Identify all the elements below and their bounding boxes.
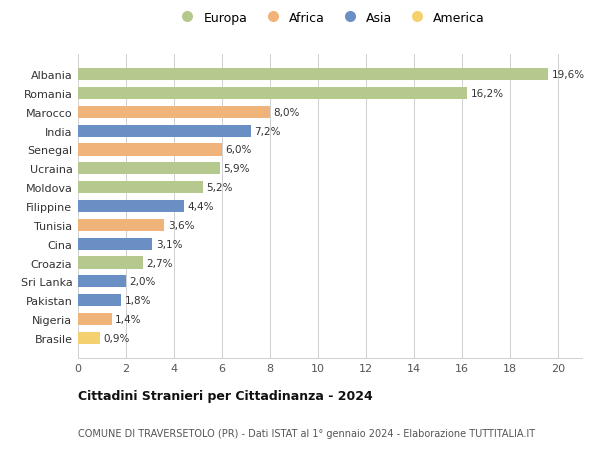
Text: 7,2%: 7,2%: [254, 126, 281, 136]
Text: 0,9%: 0,9%: [103, 333, 130, 343]
Bar: [78, 201, 184, 213]
Text: 3,1%: 3,1%: [156, 239, 182, 249]
Text: 4,4%: 4,4%: [187, 202, 214, 212]
Text: 3,6%: 3,6%: [168, 220, 194, 230]
Bar: [78, 276, 126, 288]
Bar: [78, 257, 143, 269]
Text: 6,0%: 6,0%: [226, 145, 252, 155]
Text: 1,4%: 1,4%: [115, 314, 142, 325]
Text: 8,0%: 8,0%: [274, 107, 300, 118]
Text: 1,8%: 1,8%: [125, 296, 151, 306]
Text: 16,2%: 16,2%: [470, 89, 503, 99]
Bar: [78, 332, 100, 344]
Text: 5,2%: 5,2%: [206, 183, 233, 193]
Bar: [78, 125, 251, 137]
Text: 5,9%: 5,9%: [223, 164, 250, 174]
Text: 2,0%: 2,0%: [130, 277, 156, 287]
Text: COMUNE DI TRAVERSETOLO (PR) - Dati ISTAT al 1° gennaio 2024 - Elaborazione TUTTI: COMUNE DI TRAVERSETOLO (PR) - Dati ISTAT…: [78, 428, 535, 438]
Bar: [78, 238, 152, 250]
Bar: [78, 313, 112, 325]
Bar: [78, 182, 203, 194]
Bar: [78, 88, 467, 100]
Bar: [78, 69, 548, 81]
Bar: [78, 294, 121, 307]
Text: 2,7%: 2,7%: [146, 258, 173, 268]
Bar: [78, 163, 220, 175]
Bar: [78, 144, 222, 156]
Bar: [78, 106, 270, 119]
Bar: [78, 219, 164, 231]
Text: Cittadini Stranieri per Cittadinanza - 2024: Cittadini Stranieri per Cittadinanza - 2…: [78, 389, 373, 403]
Text: 19,6%: 19,6%: [552, 70, 585, 80]
Legend: Europa, Africa, Asia, America: Europa, Africa, Asia, America: [170, 7, 490, 30]
